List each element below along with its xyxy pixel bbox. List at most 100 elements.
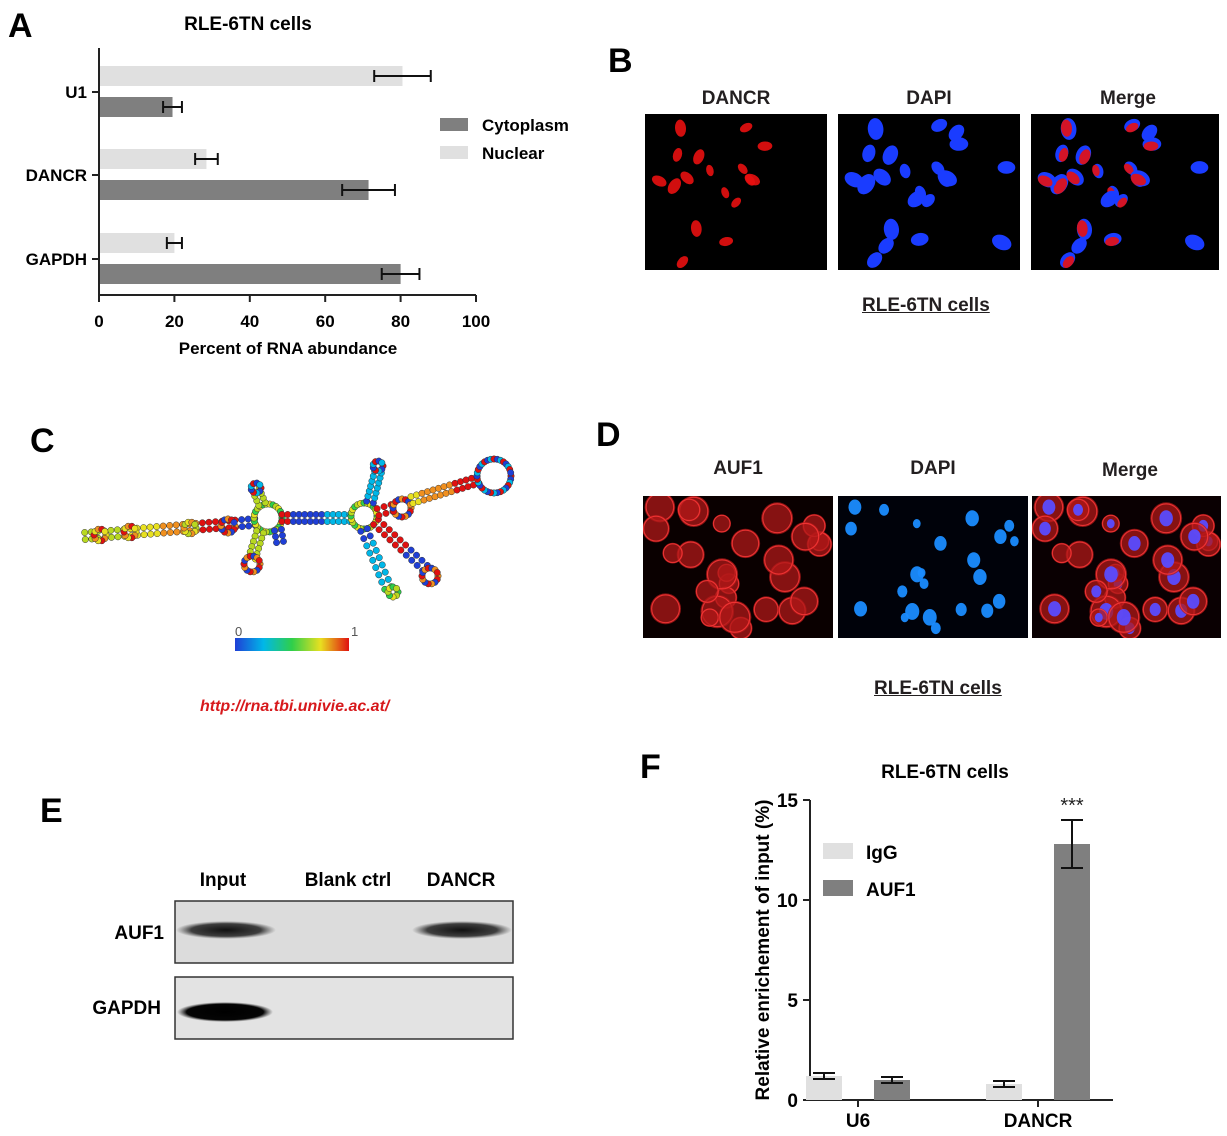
auf1-cell <box>730 528 761 559</box>
nucleotide <box>397 546 405 554</box>
nucleotide <box>107 526 115 534</box>
chart-f-title: RLE-6TN cells <box>881 762 1009 783</box>
auf1-membrane <box>712 514 731 533</box>
nucleus <box>994 529 1007 544</box>
auf1-membrane <box>764 545 794 575</box>
nucleus <box>867 118 884 140</box>
nucleus <box>934 536 947 551</box>
nucleotide <box>140 531 148 539</box>
legend-label-igg: IgG <box>866 843 898 864</box>
nucleus <box>1161 552 1175 568</box>
nucleotide <box>113 526 121 534</box>
auf1-cell <box>650 593 682 625</box>
nucleus <box>922 609 937 626</box>
dancr-signal <box>680 171 694 185</box>
errorbar-nuclear-dancr <box>194 153 219 165</box>
panel-f: F RLE-6TN cells Relative enrichement of … <box>640 748 1113 1132</box>
nucleotide <box>413 561 421 569</box>
auf1-membrane <box>1095 559 1127 590</box>
nucleus <box>992 234 1012 251</box>
nucleotide <box>375 526 383 534</box>
panel-e-letter: E <box>40 792 63 830</box>
dancr-signal <box>1066 171 1080 185</box>
nucleotide <box>366 549 374 557</box>
nucleotide <box>378 459 386 467</box>
nucleus <box>1091 585 1102 598</box>
nucleotide <box>384 575 392 583</box>
dancr-signal <box>719 236 734 247</box>
nucleus <box>867 252 883 268</box>
chart-a-ytick-label: GAPDH <box>26 250 87 269</box>
nucleotide <box>273 539 280 547</box>
auf1-cell <box>1051 542 1073 564</box>
band-auf1-input <box>176 921 276 939</box>
dancr-signal <box>739 122 753 133</box>
nucleus <box>910 232 929 246</box>
nucleus <box>1116 609 1131 626</box>
dancr-signal <box>1131 173 1146 186</box>
auf1-membrane <box>731 529 760 558</box>
row-label-gapdh: GAPDH <box>92 998 161 1019</box>
errorbar-igg-dancr <box>993 1080 1015 1088</box>
dancr-signal <box>1076 220 1088 237</box>
dancr-signal <box>676 256 689 269</box>
auf1-membrane <box>643 515 670 542</box>
dancr-signal <box>651 175 667 187</box>
nucleus <box>1188 529 1201 544</box>
nucleotide <box>153 523 161 531</box>
panel-d-letter-wrap: D <box>596 416 621 454</box>
band-gapdh-input <box>177 1002 273 1022</box>
nucleotide <box>382 509 390 517</box>
dancr-signal <box>1092 164 1100 177</box>
nucleus <box>1141 124 1158 141</box>
nucleotide <box>372 546 380 554</box>
panel-d-label-merge: Merge <box>1102 460 1158 481</box>
legend-label-cytoplasm: Cytoplasm <box>482 116 569 135</box>
nucleotide <box>255 557 263 564</box>
auf1-membrane <box>1151 503 1182 534</box>
nucleus <box>844 172 864 188</box>
nucleus <box>912 519 921 529</box>
chart-f-xtick-label: DANCR <box>1004 1111 1073 1132</box>
nucleotide <box>191 521 199 528</box>
nucleotide <box>238 516 246 524</box>
nucleotide <box>147 530 155 538</box>
nucleotide <box>205 518 213 526</box>
panel-c: C 0 1 <box>30 422 515 651</box>
legend-label-auf1: AUF1 <box>866 880 916 901</box>
nucleus <box>899 163 911 179</box>
chart-a-xtick-label: 40 <box>240 312 259 331</box>
nucleotide <box>230 519 238 526</box>
auf1-membrane <box>651 594 681 624</box>
color-scale-bar <box>235 638 349 651</box>
nucleotide <box>245 522 253 530</box>
dancr-signal <box>1037 175 1053 187</box>
nucleus <box>919 578 929 590</box>
nucleus <box>900 612 909 623</box>
nucleus <box>882 145 899 165</box>
auf1-membrane <box>1084 579 1108 603</box>
panel-a: A RLE-6TN cells 0 20 40 60 80 100 U1 DANCR GAPDH… <box>8 7 569 358</box>
auf1-cell <box>695 579 720 604</box>
nucleus <box>1039 521 1051 536</box>
nucleotide <box>380 521 388 529</box>
rnafold-url: http://rna.tbi.univie.ac.at/ <box>200 698 390 715</box>
nucleus <box>981 603 994 618</box>
nucleotide <box>369 539 377 547</box>
dancr-signal <box>1123 163 1134 174</box>
row-label-auf1: AUF1 <box>114 923 164 944</box>
chart-f-ytick-label: 15 <box>777 791 799 812</box>
panel-a-letter: A <box>8 7 33 45</box>
nucleus <box>1094 612 1103 623</box>
panel-b-label-merge: Merge <box>1100 88 1156 109</box>
dancr-signal <box>675 119 687 137</box>
nucleotide <box>153 530 161 538</box>
nucleus <box>967 552 981 568</box>
lane-label-blank-ctrl: Blank ctrl <box>305 870 392 891</box>
panel-b-letter: B <box>608 42 633 80</box>
chart-a-plot: 0 20 40 60 80 100 U1 DANCR GAPDH <box>26 48 490 331</box>
nucleus <box>1010 536 1019 547</box>
nucleus <box>1159 510 1173 527</box>
nucleotide <box>402 541 410 549</box>
nucleotide <box>396 536 404 544</box>
